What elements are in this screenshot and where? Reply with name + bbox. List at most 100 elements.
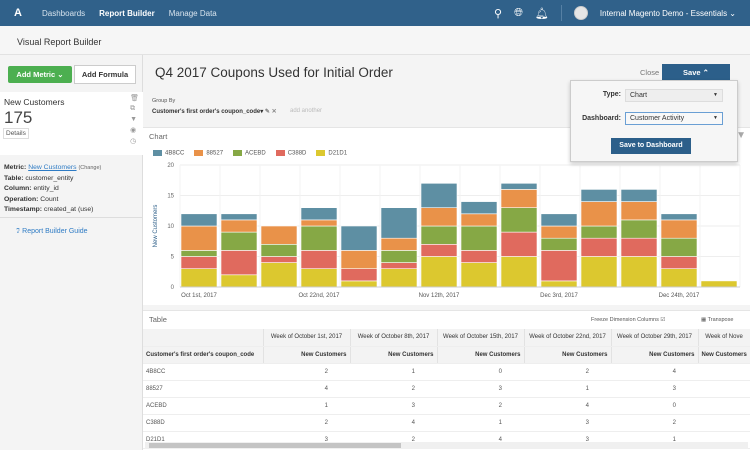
metric-header[interactable]: New Customers [263, 346, 351, 364]
trash-icon[interactable]: 🗑︎ [130, 95, 139, 102]
dashboard-value: Customer Activity [630, 115, 685, 122]
type-select[interactable]: Chart ▼ [625, 89, 723, 102]
bar-segment-4B8CC [340, 225, 378, 251]
checkbox-icon[interactable]: ☑ [660, 317, 666, 323]
table-value: customer_entity [25, 174, 74, 182]
save-button[interactable]: Save ⌃ [662, 64, 730, 81]
legend-item[interactable]: ACEBD [233, 150, 266, 157]
add-formula-button[interactable]: Add Formula [74, 65, 136, 84]
search-icon[interactable]: ⚲ [494, 7, 503, 20]
week-header[interactable]: Week of October 22nd, 2017 [524, 329, 612, 347]
value-cell: 1 [437, 414, 524, 432]
week-header[interactable]: Week of Nove [698, 329, 750, 347]
table-label: Table: [4, 174, 24, 182]
eye-icon[interactable]: ◉ [130, 127, 137, 134]
legend-item[interactable]: C388D [275, 150, 306, 157]
week-header[interactable]: Week of October 1st, 2017 [263, 329, 351, 347]
guide-label: Report Builder Guide [22, 228, 88, 235]
week-header[interactable]: Week of October 15th, 2017 [437, 329, 525, 347]
metric-header[interactable]: New Customers [524, 346, 612, 364]
bar-segment-88527 [220, 219, 258, 233]
add-metric-button[interactable]: Add Metric ⌄ [8, 66, 72, 83]
chart-panel-label: Chart [149, 132, 168, 141]
clock-icon[interactable]: ◷ [130, 138, 137, 145]
y-tick-label: 0 [171, 285, 175, 291]
value-cell [698, 397, 750, 415]
add-another-link[interactable]: add another [290, 108, 323, 114]
scrollbar-thumb[interactable] [149, 443, 401, 448]
caret-down-icon: ▼ [713, 92, 718, 98]
nav-report-builder[interactable]: Report Builder [99, 8, 155, 18]
freeze-dimension-toggle[interactable]: Freeze Dimension Columns ☑ [591, 317, 665, 323]
metric-card[interactable]: New Customers 175 Details 🗑︎ ⧉ ▼ ◉ ◷ [0, 92, 143, 155]
legend-item[interactable]: 4B8CC [153, 150, 184, 157]
bar-segment-4B8CC [660, 213, 698, 221]
change-link[interactable]: (Change) [78, 165, 102, 171]
save-to-dashboard-button[interactable]: Save to Dashboard [611, 138, 691, 154]
bar-segment-D21D1 [660, 268, 698, 288]
metric-header[interactable]: New Customers [611, 346, 699, 364]
remove-icon[interactable]: ✕ [271, 109, 277, 115]
transpose-button[interactable]: ▦ Transpose [701, 317, 733, 323]
metric-link[interactable]: New Customers [28, 164, 77, 171]
close-button[interactable]: Close [640, 68, 660, 77]
value-cell: 3 [350, 397, 437, 415]
sidebar: Add Metric ⌄ Add Formula New Customers 1… [0, 55, 143, 450]
filter-icon[interactable]: ▼ [736, 130, 746, 141]
nav-manage-data[interactable]: Manage Data [168, 8, 217, 18]
account-menu[interactable]: Internal Magento Demo - Essentials ⌄ [600, 9, 736, 18]
bell-icon[interactable]: 🔔︎ [534, 7, 549, 20]
bar-segment-4B8CC [620, 189, 658, 202]
bar-segment-88527 [340, 250, 378, 270]
bar-segment-88527 [620, 201, 658, 221]
value-cell [698, 414, 750, 432]
table-row: ACEBD 1 3 2 4 0 [143, 397, 750, 415]
legend-swatch [275, 150, 285, 156]
dimension-header[interactable]: Customer's first order's coupon_code [143, 346, 264, 364]
nav-dashboards[interactable]: Dashboards [42, 8, 86, 18]
report-builder-guide-link[interactable]: ❔︎ Report Builder Guide [16, 228, 88, 236]
table-header-row: Week of October 1st, 2017 Week of October… [143, 329, 750, 347]
adobe-logo[interactable]: A [14, 7, 22, 19]
details-button[interactable]: Details [3, 128, 29, 139]
value-cell: 4 [611, 363, 698, 381]
save-popup: Type: Chart ▼ Dashboard: Customer Activit… [570, 80, 738, 162]
week-header[interactable]: Week of October 29th, 2017 [611, 329, 699, 347]
report-title[interactable]: Q4 2017 Coupons Used for Initial Order [155, 65, 393, 80]
globe-icon[interactable]: 🌐︎ [514, 6, 523, 19]
metric-header[interactable]: New Customers [437, 346, 525, 364]
value-cell: 3 [611, 380, 698, 398]
group-by-dimension[interactable]: Customer's first order's coupon_code▾ ✎ … [152, 109, 277, 115]
dashboard-select[interactable]: Customer Activity ▼ [625, 112, 723, 125]
filter-icon[interactable]: ▼ [130, 116, 138, 123]
x-tick-label: Oct 22nd, 2017 [298, 293, 340, 299]
legend-item[interactable]: D21D1 [316, 150, 347, 157]
duplicate-icon[interactable]: ⧉ [130, 105, 136, 112]
metric-header[interactable]: New Customers [698, 346, 750, 364]
operation-label: Operation: [4, 195, 39, 203]
use-link[interactable]: (use) [77, 206, 94, 213]
value-cell [698, 363, 750, 381]
legend-swatch [233, 150, 243, 156]
coupon-code-cell: C388D [143, 414, 263, 432]
metric-header[interactable]: New Customers [350, 346, 438, 364]
legend-label: 4B8CC [165, 150, 185, 157]
bar-segment-88527 [660, 219, 698, 239]
avatar[interactable] [573, 6, 588, 20]
legend-item[interactable]: 88527 [194, 150, 223, 157]
value-cell: 2 [263, 414, 350, 432]
horizontal-scrollbar[interactable] [145, 442, 748, 449]
value-cell: 0 [611, 397, 698, 415]
bar-segment-4B8CC [420, 182, 458, 208]
edit-icon[interactable]: ✎ [264, 109, 270, 115]
account-name: Internal Magento Demo - Essentials [599, 8, 728, 18]
bar-segment-88527 [300, 219, 338, 227]
divider [0, 217, 143, 218]
bar-segment-D21D1 [580, 256, 618, 288]
bar-segment-D21D1 [220, 274, 258, 288]
week-header[interactable]: Week of October 8th, 2017 [350, 329, 438, 347]
value-cell [698, 380, 750, 398]
bar-segment-4B8CC [300, 207, 338, 221]
bar-segment-D21D1 [340, 280, 378, 288]
value-cell: 2 [350, 380, 437, 398]
